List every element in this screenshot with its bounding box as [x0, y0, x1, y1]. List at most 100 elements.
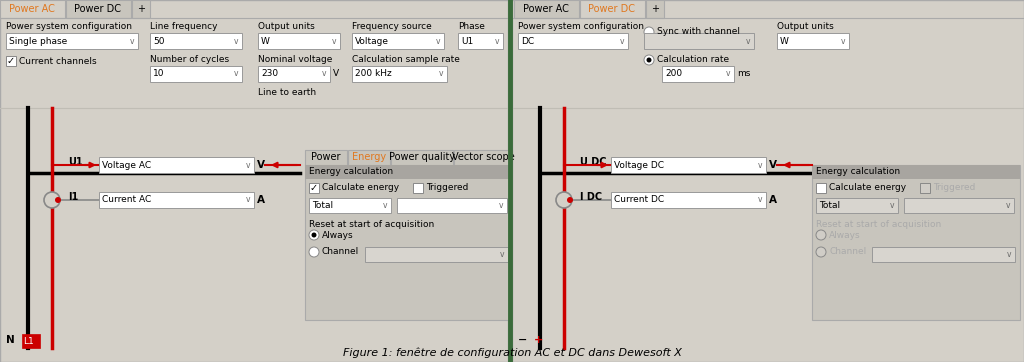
Text: Energy calculation: Energy calculation: [309, 168, 393, 177]
Bar: [458, 33, 503, 49]
Bar: [132, 0, 150, 18]
Text: v: v: [758, 195, 762, 205]
Circle shape: [44, 192, 60, 208]
Bar: [644, 33, 754, 49]
Text: Number of cycles: Number of cycles: [150, 55, 229, 64]
Text: Current DC: Current DC: [614, 195, 665, 205]
Bar: [305, 150, 347, 165]
Bar: [514, 0, 579, 18]
Circle shape: [816, 247, 826, 257]
Bar: [920, 183, 930, 193]
Bar: [816, 198, 898, 213]
Bar: [352, 66, 447, 82]
Bar: [518, 33, 628, 49]
Text: v: v: [233, 70, 239, 79]
Text: U1: U1: [68, 157, 83, 167]
Bar: [397, 198, 507, 213]
Text: Energy: Energy: [352, 152, 386, 162]
Text: −: −: [518, 335, 527, 345]
Bar: [6, 33, 138, 49]
Bar: [305, 165, 512, 320]
Circle shape: [816, 230, 826, 240]
Bar: [0, 0, 65, 18]
Text: U1: U1: [461, 37, 473, 46]
Text: ✓: ✓: [7, 56, 15, 66]
Text: v: v: [332, 37, 336, 46]
Text: Total: Total: [819, 201, 840, 210]
Bar: [258, 33, 340, 49]
Bar: [413, 183, 423, 193]
Bar: [872, 247, 1015, 262]
Text: 50: 50: [153, 37, 165, 46]
Text: v: v: [745, 37, 751, 46]
Bar: [99, 157, 254, 173]
Text: Reset at start of acquisition: Reset at start of acquisition: [309, 220, 434, 229]
Text: Power DC: Power DC: [589, 4, 636, 14]
Text: v: v: [383, 201, 387, 210]
Text: Power quality: Power quality: [389, 152, 455, 162]
Text: V: V: [333, 70, 339, 79]
Text: Channel: Channel: [829, 248, 866, 257]
Text: Phase: Phase: [458, 22, 485, 31]
Text: A: A: [257, 195, 265, 205]
Bar: [305, 165, 512, 179]
Circle shape: [556, 192, 572, 208]
Text: Total: Total: [312, 201, 333, 210]
Text: 200: 200: [665, 70, 682, 79]
Bar: [646, 0, 664, 18]
Text: 10: 10: [153, 70, 165, 79]
Text: Current channels: Current channels: [19, 56, 96, 66]
Bar: [777, 33, 849, 49]
Text: W: W: [261, 37, 270, 46]
Bar: [662, 66, 734, 82]
Bar: [22, 334, 40, 348]
Text: A: A: [769, 195, 777, 205]
Text: Calculate energy: Calculate energy: [322, 184, 399, 193]
Text: v: v: [246, 160, 250, 169]
Bar: [816, 183, 826, 193]
Bar: [812, 165, 1020, 320]
Text: Frequency source: Frequency source: [352, 22, 432, 31]
Text: 230: 230: [261, 70, 279, 79]
Text: Power system configuration: Power system configuration: [6, 22, 132, 31]
Bar: [512, 0, 1024, 362]
Text: Voltage DC: Voltage DC: [614, 160, 664, 169]
Text: v: v: [620, 37, 625, 46]
Bar: [611, 157, 766, 173]
Bar: [352, 33, 444, 49]
Circle shape: [309, 230, 319, 240]
Text: Energy calculation: Energy calculation: [816, 168, 900, 177]
Text: Single phase: Single phase: [9, 37, 68, 46]
Bar: [309, 183, 319, 193]
Text: v: v: [890, 201, 894, 210]
Text: Power AC: Power AC: [523, 4, 569, 14]
Text: +: +: [651, 4, 659, 14]
Bar: [611, 192, 766, 208]
Text: v: v: [438, 70, 443, 79]
Text: v: v: [726, 70, 730, 79]
Text: v: v: [841, 37, 845, 46]
Bar: [150, 66, 242, 82]
Text: Vector scope: Vector scope: [452, 152, 514, 162]
Text: Always: Always: [829, 231, 860, 240]
Circle shape: [644, 27, 654, 37]
Text: 200 kHz: 200 kHz: [355, 70, 392, 79]
Text: U DC: U DC: [580, 157, 606, 167]
Text: ms: ms: [737, 70, 751, 79]
Circle shape: [309, 247, 319, 257]
Circle shape: [311, 232, 316, 237]
Text: Sync with channel: Sync with channel: [657, 28, 740, 37]
Text: Voltage: Voltage: [355, 37, 389, 46]
Bar: [99, 192, 254, 208]
Text: Voltage AC: Voltage AC: [102, 160, 152, 169]
Text: v: v: [500, 250, 504, 259]
Circle shape: [646, 58, 651, 63]
Text: Figure 1: fenêtre de configuration AC et DC dans Dewesoft X: Figure 1: fenêtre de configuration AC et…: [343, 348, 681, 358]
Text: v: v: [436, 37, 440, 46]
Bar: [391, 150, 453, 165]
Text: +: +: [137, 4, 145, 14]
Text: v: v: [758, 160, 762, 169]
Text: L1: L1: [23, 337, 34, 345]
Text: Output units: Output units: [258, 22, 314, 31]
Bar: [348, 150, 390, 165]
